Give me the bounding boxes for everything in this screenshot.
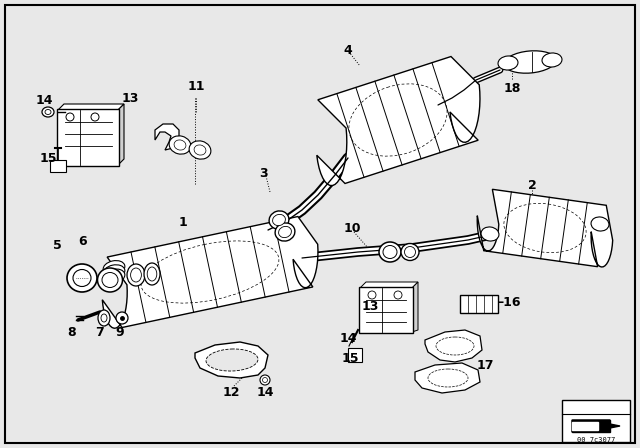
Polygon shape: [58, 104, 124, 110]
Ellipse shape: [169, 136, 191, 154]
Polygon shape: [415, 363, 480, 393]
Circle shape: [91, 113, 99, 121]
Ellipse shape: [379, 242, 401, 262]
Polygon shape: [118, 104, 124, 165]
Text: 14: 14: [256, 385, 274, 399]
Ellipse shape: [401, 244, 419, 260]
Bar: [348, 348, 362, 362]
Ellipse shape: [436, 337, 474, 355]
Polygon shape: [102, 216, 318, 328]
Text: 13: 13: [362, 300, 379, 313]
Text: 4: 4: [344, 43, 353, 56]
Ellipse shape: [103, 265, 125, 279]
Ellipse shape: [101, 314, 107, 322]
Polygon shape: [412, 282, 418, 332]
Ellipse shape: [103, 261, 125, 275]
Circle shape: [66, 113, 74, 121]
Ellipse shape: [174, 140, 186, 150]
Text: 6: 6: [79, 234, 87, 247]
Bar: [50, 160, 66, 172]
Text: 14: 14: [35, 94, 52, 107]
Ellipse shape: [275, 223, 295, 241]
Polygon shape: [317, 56, 480, 185]
Ellipse shape: [127, 264, 145, 286]
Ellipse shape: [542, 53, 562, 67]
Ellipse shape: [131, 268, 141, 282]
Ellipse shape: [428, 369, 468, 387]
Ellipse shape: [73, 270, 91, 287]
Text: 18: 18: [503, 82, 521, 95]
Ellipse shape: [98, 310, 110, 326]
Text: 15: 15: [341, 352, 359, 365]
Text: 8: 8: [68, 326, 76, 339]
Text: 9: 9: [116, 326, 124, 339]
FancyBboxPatch shape: [359, 287, 413, 333]
Polygon shape: [360, 282, 418, 288]
Ellipse shape: [206, 349, 258, 371]
Polygon shape: [572, 420, 620, 432]
Ellipse shape: [42, 107, 54, 117]
Ellipse shape: [278, 226, 291, 237]
Ellipse shape: [45, 109, 51, 115]
Bar: [562, 400, 630, 442]
Text: 14: 14: [339, 332, 356, 345]
Text: 00 7c3077: 00 7c3077: [577, 437, 615, 443]
Polygon shape: [195, 342, 268, 378]
Ellipse shape: [116, 312, 128, 324]
Ellipse shape: [67, 264, 97, 292]
Polygon shape: [477, 190, 612, 267]
Text: 13: 13: [122, 91, 139, 104]
Ellipse shape: [591, 217, 609, 231]
Ellipse shape: [144, 263, 160, 285]
Circle shape: [394, 291, 402, 299]
Text: 15: 15: [39, 151, 57, 164]
Text: 1: 1: [179, 215, 188, 228]
Ellipse shape: [481, 227, 499, 241]
Ellipse shape: [262, 378, 268, 383]
Ellipse shape: [102, 272, 118, 288]
Bar: [460, 295, 498, 313]
Ellipse shape: [189, 141, 211, 159]
Text: 11: 11: [188, 79, 205, 92]
Text: 2: 2: [527, 178, 536, 191]
Text: 7: 7: [95, 326, 104, 339]
Ellipse shape: [504, 51, 556, 73]
Ellipse shape: [194, 145, 206, 155]
Text: –16: –16: [497, 296, 520, 309]
Text: 17: 17: [476, 358, 493, 371]
Ellipse shape: [97, 268, 122, 292]
Text: 12: 12: [222, 385, 240, 399]
FancyBboxPatch shape: [57, 109, 119, 166]
Polygon shape: [572, 420, 610, 432]
Ellipse shape: [383, 246, 397, 258]
Ellipse shape: [273, 215, 285, 226]
Text: 5: 5: [52, 238, 61, 251]
Ellipse shape: [498, 56, 518, 70]
Polygon shape: [155, 124, 179, 150]
Polygon shape: [572, 422, 598, 430]
Circle shape: [368, 291, 376, 299]
Ellipse shape: [147, 267, 157, 281]
Text: 10: 10: [343, 221, 361, 234]
Ellipse shape: [404, 246, 415, 258]
Ellipse shape: [103, 269, 125, 284]
Text: 3: 3: [259, 167, 268, 180]
Ellipse shape: [269, 211, 289, 229]
Polygon shape: [425, 330, 482, 362]
Ellipse shape: [260, 375, 270, 385]
